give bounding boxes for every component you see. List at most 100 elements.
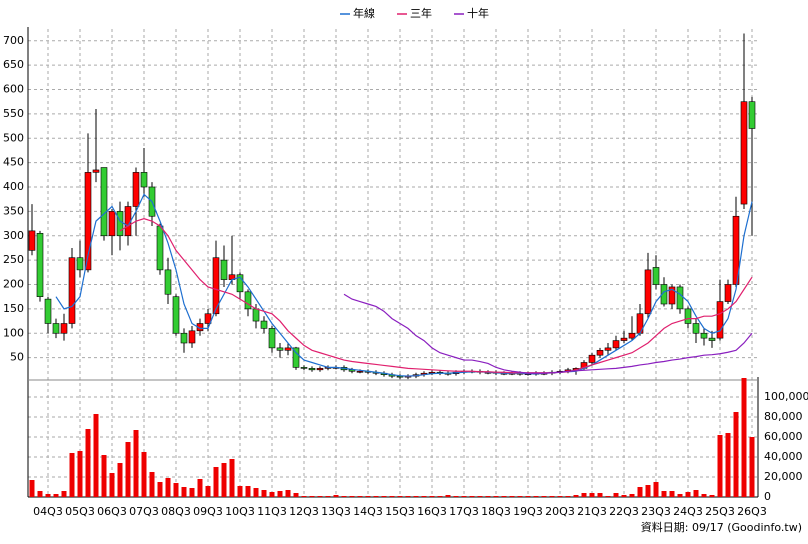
volume-bar [341,496,347,497]
candle-body [700,332,708,339]
volume-bar [421,496,427,497]
x-tick-label: 08Q3 [161,505,191,518]
candle-body [732,215,740,285]
candle-body [36,233,44,297]
candle-body [76,257,84,271]
x-tick-label: 25Q3 [705,505,735,518]
candle-body [308,368,316,371]
y-tick-label: 50 [10,351,24,364]
candle-body [100,167,108,237]
volume-bar [317,496,323,497]
y-tick-label: 650 [3,58,24,71]
x-tick-label: 18Q3 [481,505,511,518]
volume-bar [277,491,283,497]
candle-body [244,291,252,310]
candle-body [284,347,292,351]
x-tick-label: 16Q3 [417,505,447,518]
y2-tick-label: 80,000 [764,410,803,423]
x-tick-label: 26Q3 [737,505,767,518]
volume-bar [581,493,587,497]
candle-body [300,367,308,369]
candle-body [188,330,196,344]
candle-body [116,211,124,237]
y-tick-label: 150 [3,302,24,315]
source-note: 資料日期: 09/17 (Goodinfo.tw) [641,520,802,534]
candle-body [164,269,172,295]
candle-body [68,257,76,324]
candle-body [652,267,660,285]
candle-body [628,332,636,339]
volume-bar [653,482,659,497]
volume-bar [589,493,595,497]
volume-bar [573,495,579,497]
volume-bar [493,496,499,497]
volume-bar [477,496,483,497]
volume-bar [549,496,555,497]
volume-bar [173,483,179,497]
candle-body [692,323,700,334]
volume-bar [701,494,707,497]
candle-body [236,274,244,293]
candle-body [620,337,628,341]
volume-bar [629,494,635,497]
volume-bar [621,495,627,497]
x-tick-label: 24Q3 [673,505,703,518]
y-tick-label: 700 [3,34,24,47]
volume-bar [181,487,187,497]
volume-bar [413,496,419,497]
volume-bar [645,485,651,497]
volume-bar [397,496,403,497]
y2-tick-label: 0 [764,490,771,503]
y2-tick-label: 40,000 [764,450,803,463]
volume-bar [221,463,227,497]
volume-bar [357,496,363,497]
x-tick-label: 11Q3 [257,505,287,518]
x-tick-label: 09Q3 [193,505,223,518]
ma-line [55,193,753,377]
x-tick-label: 12Q3 [289,505,319,518]
volume-bar [469,496,475,497]
y-tick-label: 400 [3,180,24,193]
legend-label: 十年 [467,6,489,20]
volume-bar [325,496,331,497]
y-tick-label: 250 [3,253,24,266]
volume-bar [301,496,307,497]
candle-body [212,257,220,315]
volume-bar [405,496,411,497]
volume-bar [309,496,315,497]
volume-bar [501,496,507,497]
volume-bar [117,463,123,497]
volume-bar [149,472,155,497]
x-tick-label: 05Q3 [65,505,95,518]
volume-bar [509,496,515,497]
volume-bar [445,495,451,497]
y2-tick-label: 100,000 [764,390,808,403]
volume-bar [517,496,523,497]
volume-bar [725,433,731,497]
x-tick-label: 07Q3 [129,505,159,518]
x-tick-label: 15Q3 [385,505,415,518]
candle-body [588,354,596,363]
candle-body [716,301,724,339]
candle-body [604,347,612,351]
candle-body [180,332,188,344]
volume-bar [133,430,139,497]
candle-body [708,337,716,341]
volume-bar [61,491,67,497]
volume-bar [693,490,699,497]
candle-body [596,350,604,356]
y-tick-label: 500 [3,131,24,144]
candle-body [668,286,676,305]
x-tick-label: 14Q3 [353,505,383,518]
candle-body [60,323,68,334]
x-tick-label: 22Q3 [609,505,639,518]
volume-bar [69,453,75,497]
volume-bar [213,467,219,497]
volume-bar [661,491,667,497]
volume-bar [717,435,723,497]
candle-body [204,313,212,324]
ma-line [343,293,753,374]
volume-bar [429,496,435,497]
volume-bar [53,494,59,497]
